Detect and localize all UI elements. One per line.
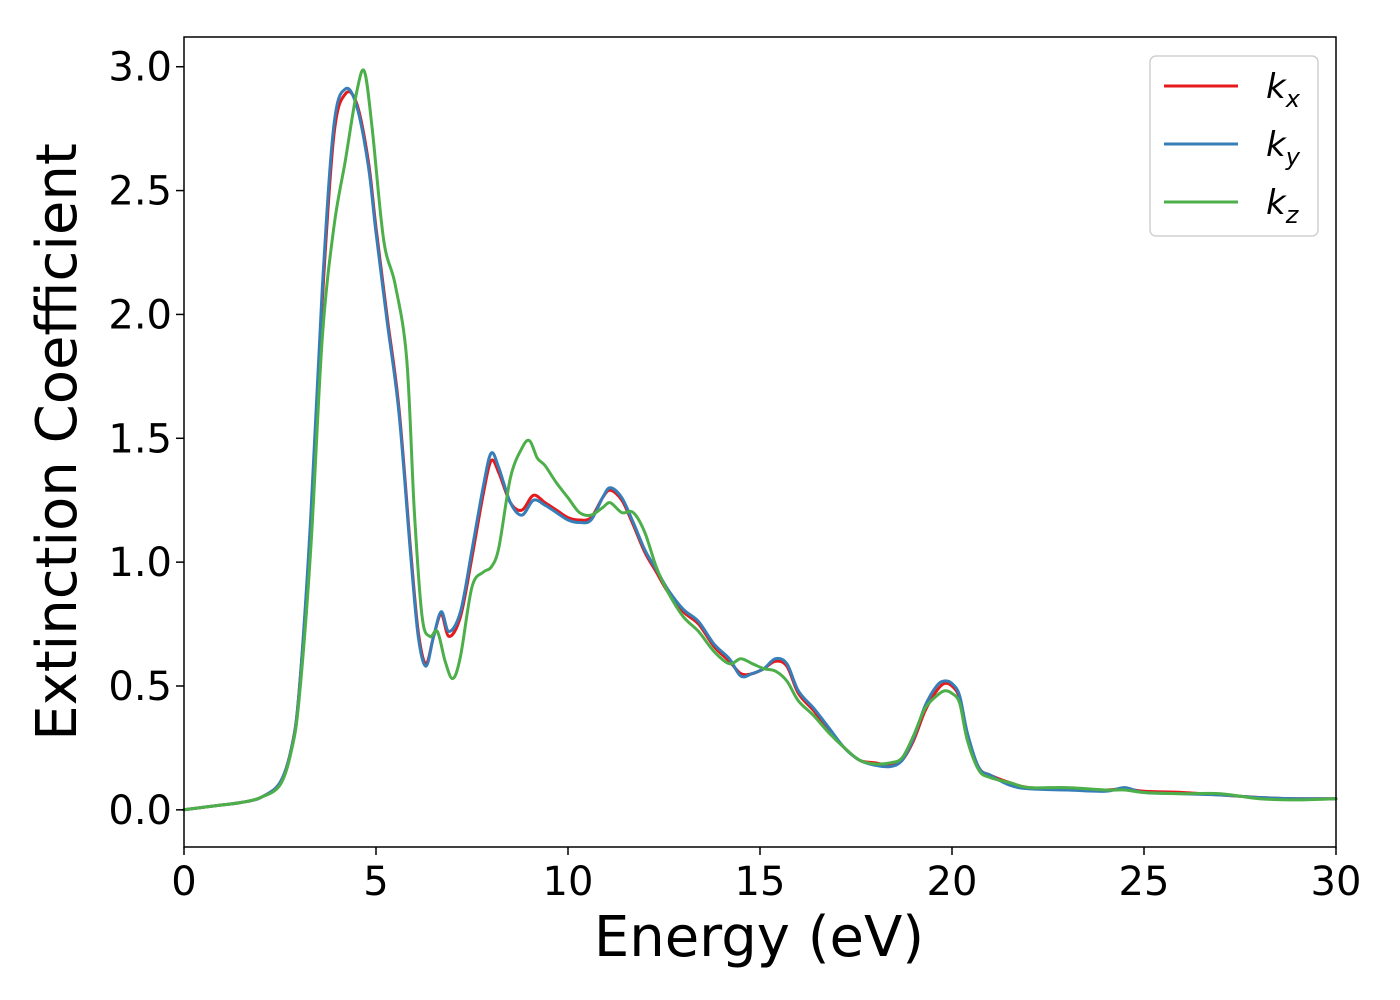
legend-label-kz: kz: [1266, 183, 1300, 229]
y-tick-label: 1.5: [108, 416, 172, 462]
y-axis-label: Extinction Coefficient: [25, 143, 90, 741]
y-tick-label: 2.5: [108, 169, 172, 215]
y-axis-ticks: 0.0 0.5 1.0 1.5 2.0 2.5 3.0: [108, 45, 184, 834]
x-tick-label: 20: [927, 859, 978, 905]
plot-lines: [182, 68, 1338, 812]
x-tick-label: 15: [735, 859, 786, 905]
x-tick-label: 10: [543, 859, 594, 905]
legend-label-kx: kx: [1266, 67, 1301, 113]
x-axis-label: Energy (eV): [594, 905, 924, 970]
legend-items: kx ky kz: [1164, 67, 1301, 229]
y-tick-label: 1.0: [108, 540, 172, 586]
x-tick-label: 25: [1119, 859, 1170, 905]
y-tick-label: 2.0: [108, 292, 172, 338]
y-tick-label: 3.0: [108, 45, 172, 91]
legend: kx ky kz: [1149, 55, 1319, 237]
x-tick-label: 30: [1311, 859, 1362, 905]
y-tick-label: 0.0: [108, 788, 172, 834]
series-line-kz: [182, 68, 1338, 812]
legend-box: [1149, 55, 1319, 237]
x-tick-label: 5: [363, 859, 388, 905]
legend-label-ky: ky: [1266, 125, 1301, 171]
x-axis-ticks: 0 5 10 15 20 25 30: [171, 847, 1361, 905]
x-tick-label: 0: [171, 859, 196, 905]
y-tick-label: 0.5: [108, 664, 172, 710]
